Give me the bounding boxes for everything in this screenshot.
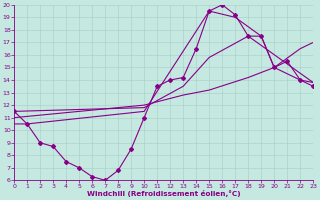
X-axis label: Windchill (Refroidissement éolien,°C): Windchill (Refroidissement éolien,°C)	[87, 190, 241, 197]
